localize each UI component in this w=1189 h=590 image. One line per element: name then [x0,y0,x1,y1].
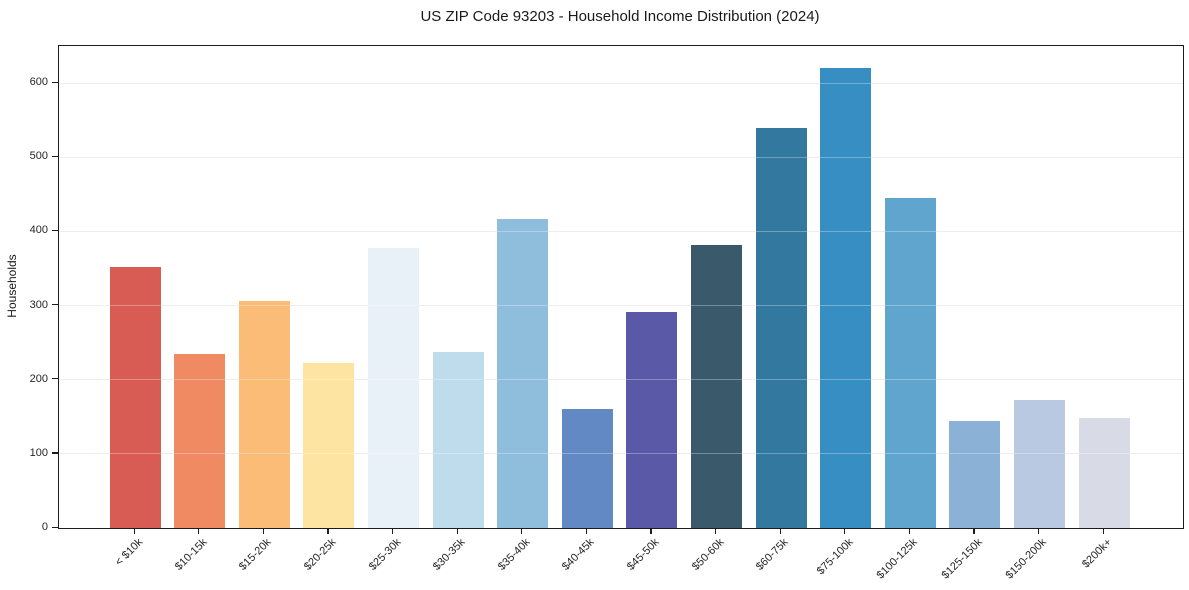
x-tick-mark [779,528,781,534]
x-tick-label: $75-100k [814,536,856,578]
y-tick-mark [52,155,58,158]
plot-area [58,45,1184,529]
x-tick-mark [327,528,329,534]
bar-$35-40k [497,218,549,528]
x-tick-label: $20-25k [301,536,339,573]
bar-$60-75k [755,127,807,528]
x-tick-mark [973,528,975,534]
gridline-overlay [59,305,1183,307]
x-tick-label: $45-50k [624,536,662,573]
x-tick-label: $200k+ [1079,536,1114,571]
x-tick-mark [714,528,717,534]
bar-$50-60k [690,245,742,528]
x-tick-label: $125-150k [939,536,985,582]
y-tick-mark [52,526,58,528]
x-tick-mark [585,528,587,534]
bar-$15-20k [238,301,290,528]
bar-$150-200k [1013,400,1065,528]
bar-$30-35k [432,351,484,528]
gridline-overlay [59,453,1183,455]
y-tick-mark [52,81,58,83]
gridline [59,453,1183,455]
x-tick-mark [456,528,458,534]
x-tick-label: $40-45k [560,536,597,573]
x-tick-mark [133,528,135,534]
x-tick-mark [1102,528,1104,534]
y-tick-label: 600 [29,76,48,89]
x-tick-label: $15-20k [237,536,274,573]
y-tick-mark [52,304,58,306]
y-tick-label: 400 [29,224,48,237]
x-tick-mark [650,528,652,534]
x-tick-mark [262,528,264,534]
x-tick-mark [908,528,910,534]
bar-< $10k [109,266,161,528]
bar-$125-150k [949,421,1001,528]
y-tick-label: 200 [29,372,48,385]
bar-$20-25k [303,363,355,528]
bar-$10-15k [174,353,226,528]
x-tick-label: $25-30k [366,536,404,573]
x-tick-mark [198,528,200,534]
gridline [59,156,1183,158]
gridline [59,305,1183,307]
x-tick-mark [391,528,394,534]
y-tick-label: 300 [29,298,48,311]
y-axis-label: Households [5,254,19,318]
x-tick-label: $50-60k [689,536,727,573]
x-tick-mark [1037,528,1040,534]
y-tick-label: 500 [29,150,48,163]
gridline-overlay [59,156,1183,158]
x-tick-label: $35-40k [495,536,533,573]
x-tick-mark [844,528,846,534]
x-tick-mark [521,528,523,534]
bar-$40-45k [561,409,613,528]
y-tick-label: 0 [41,521,48,533]
bar-$200k+ [1078,417,1130,528]
x-tick-label: $60-75k [754,536,791,573]
chart-title: US ZIP Code 93203 - Household Income Dis… [420,8,820,25]
gridline [59,230,1183,232]
y-tick-mark [52,452,58,454]
x-tick-label: < $10k [112,536,145,569]
bar-$25-30k [367,247,419,528]
gridline-overlay [59,230,1183,232]
gridline-overlay [59,379,1183,381]
x-tick-label: $100-125k [874,536,920,582]
x-tick-label: $150-200k [1003,536,1050,582]
gridline-overlay [59,82,1183,84]
bar-$45-50k [626,312,678,528]
gridline [59,82,1183,84]
y-tick-label: 100 [29,446,48,459]
gridline [59,379,1183,381]
y-tick-mark [52,229,58,232]
y-tick-mark [52,378,58,380]
bar-$75-100k [820,68,872,528]
x-tick-label: $10-15k [172,536,210,573]
bar-$100-125k [884,198,936,528]
x-tick-label: $30-35k [431,536,468,573]
